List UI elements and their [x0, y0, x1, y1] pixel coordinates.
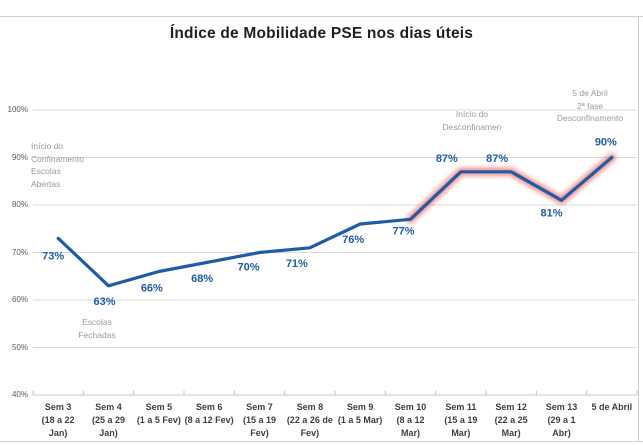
data-label: 87% [436, 153, 458, 165]
x-category-label: Sem 9 (1 a 5 Mar) [337, 402, 383, 425]
y-axis-label: 40% [11, 390, 28, 399]
x-category-label: Sem 6 (8 a 12 Fev) [184, 402, 234, 425]
data-label: 66% [141, 283, 163, 295]
data-label: 87% [486, 153, 508, 165]
x-category-label: Sem 4 (25 a 29 Jan) [91, 402, 126, 438]
y-axis-label: 80% [11, 200, 28, 209]
data-label: 63% [93, 296, 115, 308]
x-category-label: Sem 10 (8 a 12 Mar) [394, 402, 427, 438]
y-axis-label: 60% [11, 295, 28, 304]
y-axis-label: 50% [11, 342, 28, 352]
annotation-inicio-confinamento: Início do Confinamento Escolas Abertas [31, 141, 84, 189]
data-label: 70% [237, 262, 259, 274]
data-label: 68% [191, 273, 213, 285]
x-category-label: Sem 11 (15 a 19 Mar) [444, 402, 478, 438]
chart-title: Índice de Mobilidade PSE nos dias úteis [169, 25, 474, 42]
chart-border-right [638, 16, 639, 442]
data-label: 77% [392, 225, 414, 237]
highlight-glow-line [406, 153, 617, 224]
x-category-label: 5 de Abril [591, 402, 633, 412]
x-category-label: Sem 8 (22 a 26 de Fev) [286, 402, 333, 438]
y-axis-label: 90% [11, 152, 28, 162]
annotation-escolas-fechadas: Escolas Fechadas [78, 317, 116, 340]
data-label: 76% [342, 234, 364, 246]
data-label: 90% [595, 137, 617, 149]
y-axis-label: 100% [7, 105, 28, 114]
x-category-label: Sem 3 (18 a 22 Jan) [41, 402, 75, 438]
x-category-label: Sem 7 (15 a 19 Fev) [242, 402, 277, 438]
data-label: 71% [286, 258, 308, 270]
x-category-label: Sem 12 (22 a 25 Mar) [494, 402, 528, 438]
data-label: 73% [42, 250, 64, 262]
chart-border-bottom [0, 441, 643, 442]
annotation-segunda-fase: 5 de Abril 2ª fase Desconfinamento [556, 88, 624, 123]
chart-border-top [0, 16, 643, 17]
annotation-inicio-desconfinamento: Início do Desconfinamen [442, 109, 502, 132]
y-axis-label: 70% [11, 247, 28, 257]
x-category-label: Sem 13 (29 a 1 Abr) [545, 402, 578, 438]
series-line [56, 155, 614, 288]
x-category-label: Sem 5 (1 a 5 Fev) [136, 402, 181, 425]
data-label: 81% [540, 207, 562, 219]
